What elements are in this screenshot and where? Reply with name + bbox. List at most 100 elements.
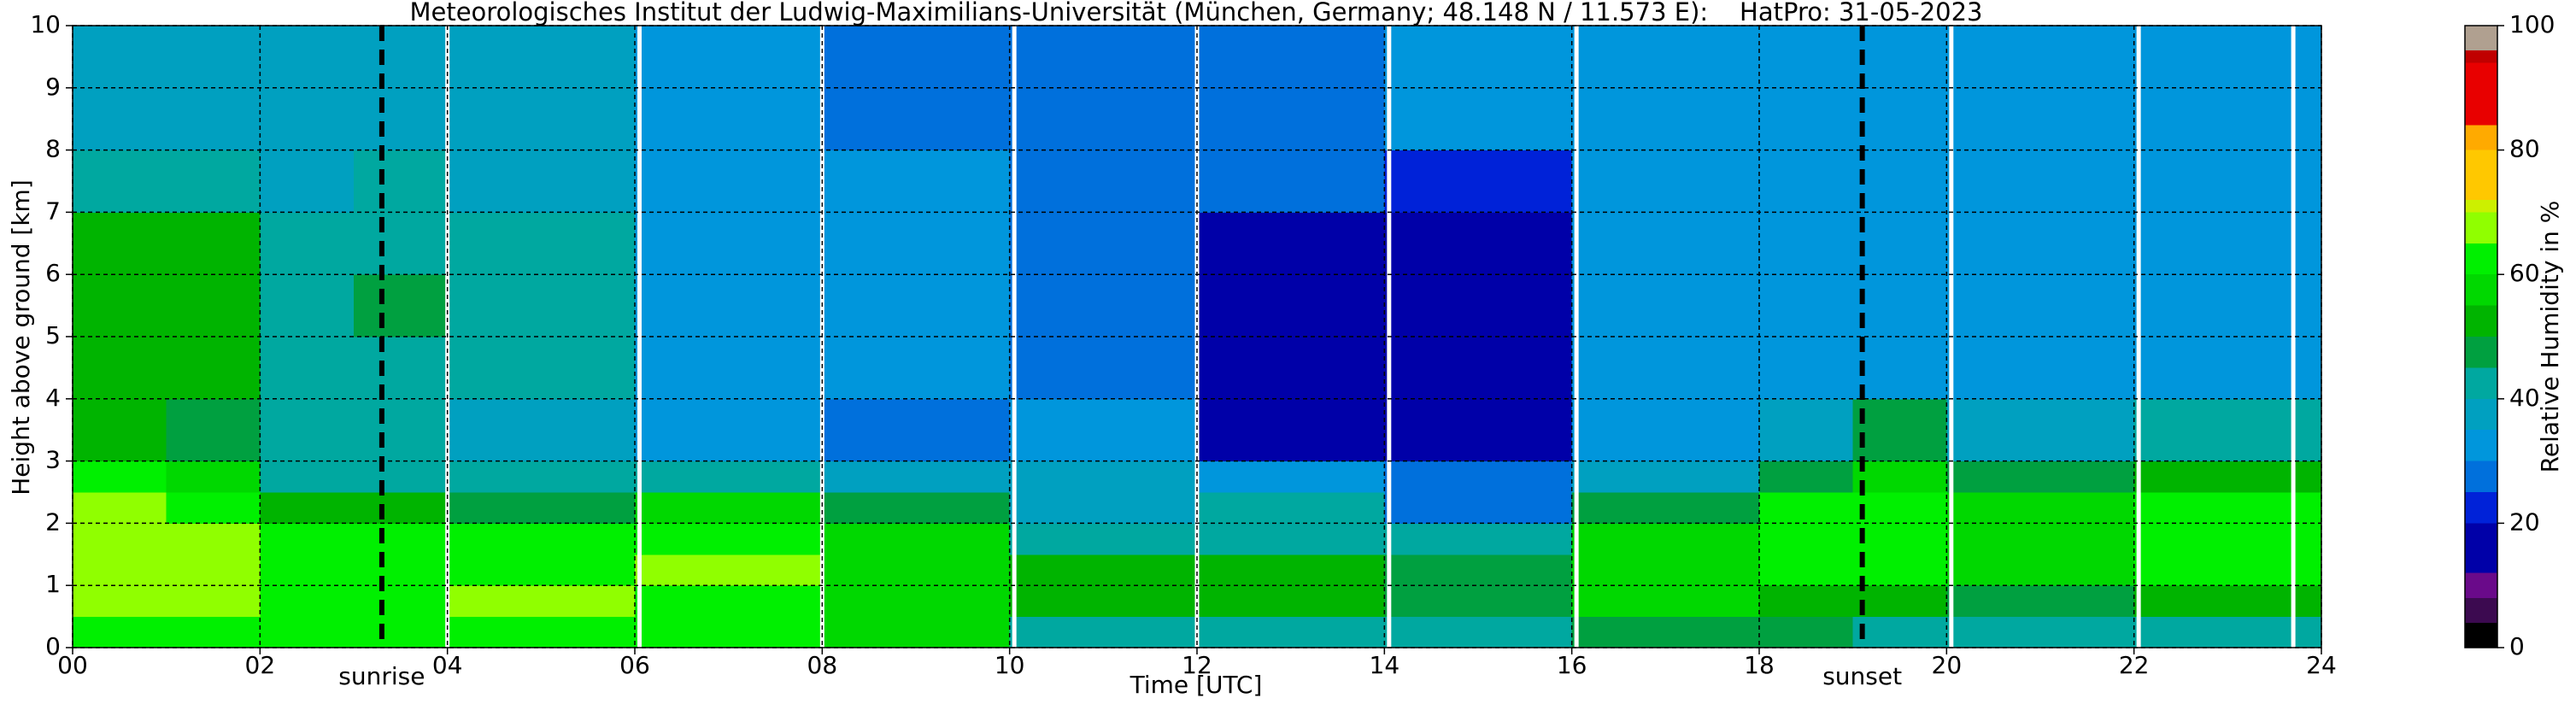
heatmap-cell — [1384, 274, 1479, 337]
heatmap-cell — [2227, 150, 2322, 213]
heatmap-cell — [2227, 337, 2322, 400]
heatmap-cell — [1946, 212, 2041, 275]
heatmap-cell — [1665, 461, 1760, 493]
heatmap-cell — [166, 212, 261, 275]
heatmap-cell — [1665, 212, 1760, 275]
heatmap-cell — [2133, 461, 2228, 493]
colorbar-segment — [2465, 398, 2497, 431]
colorbar-segment — [2465, 50, 2497, 63]
heatmap-cell — [1665, 150, 1760, 213]
heatmap-cell — [1009, 274, 1104, 337]
x-axis-label: Time [UTC] — [1130, 671, 1263, 699]
heatmap-cell — [2040, 398, 2135, 462]
heatmap-cell — [1103, 212, 1198, 275]
heatmap-cell — [1009, 26, 1104, 89]
heatmap-cell — [260, 87, 355, 151]
heatmap-cell — [541, 492, 636, 524]
heatmap-cell — [166, 616, 261, 648]
heatmap-cell — [1103, 461, 1198, 493]
heatmap-cell — [166, 87, 261, 151]
heatmap-cell — [166, 274, 261, 337]
y-tick-label: 9 — [45, 73, 61, 101]
heatmap-cell — [822, 523, 917, 555]
heatmap-cell — [822, 26, 917, 89]
heatmap-cell — [1759, 616, 1854, 648]
heatmap-cell — [2040, 212, 2135, 275]
heatmap-cell — [73, 616, 167, 648]
heatmap-cell — [1384, 461, 1479, 493]
heatmap-cell — [1571, 585, 1666, 618]
heatmap-cell — [447, 212, 542, 275]
heatmap-cell — [1009, 398, 1104, 462]
heatmap-cell — [1571, 26, 1666, 89]
heatmap-cell — [354, 87, 449, 151]
heatmap-cell — [822, 554, 917, 586]
plot-frame — [72, 25, 2322, 648]
colorbar-segment — [2465, 461, 2497, 492]
heatmap-cell — [447, 337, 542, 400]
heatmap-cell — [1759, 554, 1854, 586]
heatmap-cell — [447, 523, 542, 555]
heatmap-cell — [541, 523, 636, 555]
x-tick-label: 02 — [245, 651, 276, 679]
heatmap-cell — [541, 461, 636, 493]
heatmap-cell — [2040, 554, 2135, 586]
heatmap-cell — [166, 523, 261, 555]
heatmap-cell — [635, 212, 730, 275]
heatmap-cell — [1103, 585, 1198, 618]
x-tick-label: 16 — [1557, 651, 1587, 679]
heatmap-cell — [541, 150, 636, 213]
x-tick-label: 18 — [1744, 651, 1775, 679]
heatmap-cell — [2133, 150, 2228, 213]
heatmap-cell — [728, 26, 823, 89]
heatmap-cell — [1103, 26, 1198, 89]
heatmap-cell — [1103, 150, 1198, 213]
heatmap-cell — [728, 492, 823, 524]
colorbar-segment — [2465, 597, 2497, 623]
heatmap-cell — [541, 87, 636, 151]
heatmap-cell — [1290, 461, 1385, 493]
heatmap-cell — [916, 554, 1011, 586]
chart-title: Meteorologisches Institut der Ludwig-Max… — [409, 0, 1982, 26]
heatmap-cell — [73, 337, 167, 400]
heatmap-cell — [166, 554, 261, 586]
colorbar-segment — [2465, 62, 2497, 126]
y-tick-label: 7 — [45, 197, 61, 225]
heatmap-cell — [822, 87, 917, 151]
heatmap-cell — [1290, 337, 1385, 400]
heatmap-cell — [2133, 616, 2228, 648]
heatmap-cell — [1009, 492, 1104, 524]
heatmap-cell — [1384, 87, 1479, 151]
heatmap-cell — [541, 616, 636, 648]
heatmap-cell — [1478, 492, 1573, 524]
heatmap-cell — [728, 585, 823, 618]
heatmap-cell — [354, 26, 449, 89]
heatmap-cell — [728, 87, 823, 151]
heatmap-cell — [1571, 212, 1666, 275]
heatmap-cell — [728, 461, 823, 493]
heatmap-cell — [354, 554, 449, 586]
heatmap-cell — [822, 585, 917, 618]
heatmap-cell — [2040, 461, 2135, 493]
heatmap-cell — [73, 492, 167, 524]
heatmap-cell — [1290, 523, 1385, 555]
colorbar-segment — [2465, 26, 2497, 51]
heatmap-cell — [728, 212, 823, 275]
heatmap-cell — [1852, 26, 1947, 89]
colorbar-segment — [2465, 199, 2497, 213]
heatmap-cell — [1197, 523, 1292, 555]
heatmap-cell — [73, 398, 167, 462]
heatmap-cell — [728, 554, 823, 586]
heatmap-cell — [635, 337, 730, 400]
heatmap-cell — [1290, 212, 1385, 275]
annotation-label: sunset — [1822, 662, 1902, 690]
x-tick-label: 14 — [1370, 651, 1400, 679]
heatmap-cell — [1197, 212, 1292, 275]
heatmap-cell — [1478, 212, 1573, 275]
heatmap-cell — [1290, 274, 1385, 337]
heatmap-cell — [1478, 523, 1573, 555]
colorbar-segment — [2465, 305, 2497, 337]
heatmap-cell — [260, 274, 355, 337]
heatmap-cell — [1571, 616, 1666, 648]
heatmap-cell — [1384, 523, 1479, 555]
